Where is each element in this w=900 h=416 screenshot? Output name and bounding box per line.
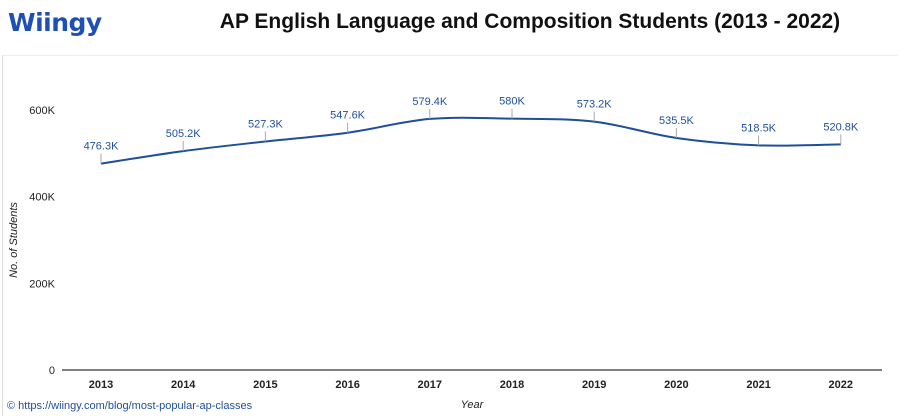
wiingy-logo: Wiingy <box>8 8 102 37</box>
x-tick-label: 2018 <box>500 379 524 391</box>
x-tick-label: 2013 <box>89 379 113 391</box>
x-tick-label: 2019 <box>582 379 606 391</box>
x-tick-label: 2015 <box>253 379 277 391</box>
x-axis-title: Year <box>461 399 485 411</box>
data-label: 520.8K <box>823 121 859 133</box>
x-tick-label: 2017 <box>418 379 442 391</box>
source-link[interactable]: © https://wiingy.com/blog/most-popular-a… <box>7 400 253 412</box>
data-label: 547.6K <box>330 110 366 122</box>
y-tick-label: 0 <box>49 365 55 377</box>
x-tick-label: 2021 <box>746 379 770 391</box>
data-label: 518.5K <box>741 122 777 134</box>
chart-title: AP English Language and Composition Stud… <box>219 10 841 33</box>
chart-frame <box>2 55 898 416</box>
x-tick-label: 2022 <box>829 379 853 391</box>
y-axis-title: No. of Students <box>8 202 20 278</box>
series-line <box>100 116 841 165</box>
y-tick-label: 200K <box>29 278 55 290</box>
data-label: 580K <box>499 96 525 108</box>
data-label: 476.3K <box>84 141 120 153</box>
data-label: 579.4K <box>412 96 448 108</box>
data-label: 527.3K <box>248 119 284 131</box>
y-tick-label: 600K <box>29 105 55 117</box>
data-label: 505.2K <box>166 128 202 140</box>
data-label: 535.5K <box>659 115 695 127</box>
x-tick-label: 2014 <box>171 379 196 391</box>
x-tick-label: 2016 <box>335 379 359 391</box>
x-tick-label: 2020 <box>664 379 688 391</box>
y-tick-label: 400K <box>29 192 55 204</box>
data-label: 573.2K <box>577 99 613 111</box>
